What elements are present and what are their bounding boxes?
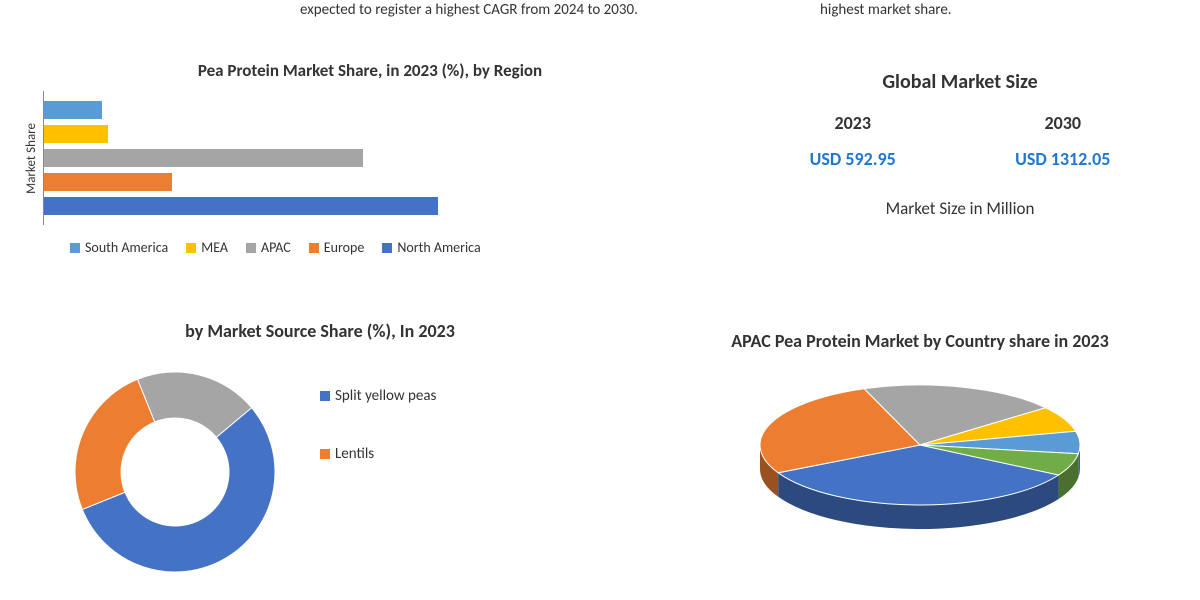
donut-slice [75, 379, 155, 509]
market-size-columns: 2023 USD 592.95 2030 USD 1312.05 [750, 112, 1170, 170]
donut-chart-svg [60, 357, 290, 587]
legend-item: Split yellow peas [320, 387, 436, 405]
bar [44, 197, 438, 215]
legend-swatch [320, 449, 330, 459]
bar-row [44, 171, 720, 193]
legend-item: Europe [309, 239, 365, 256]
legend-label: Europe [324, 239, 365, 256]
region-bar-chart: Pea Protein Market Share, in 2023 (%), b… [20, 60, 720, 256]
legend-label: North America [397, 239, 480, 256]
bar [44, 101, 102, 119]
legend-label: South America [85, 239, 168, 256]
bar-chart-ylabel: Market Share [20, 123, 43, 194]
bar-chart-body: Market Share [20, 91, 720, 225]
legend-item: MEA [186, 239, 228, 256]
market-size-year: 2023 [810, 112, 896, 134]
global-market-size-panel: Global Market Size 2023 USD 592.95 2030 USD… [750, 70, 1170, 219]
bar-row [44, 195, 720, 217]
donut-chart-legend: Split yellow peas Lentils [320, 387, 436, 463]
legend-label: MEA [201, 239, 228, 256]
market-size-value: USD 592.95 [810, 148, 896, 170]
source-donut-chart: by Market Source Share (%), In 2023 Spli… [60, 320, 580, 587]
bar-chart-plot [43, 91, 720, 225]
legend-swatch [309, 243, 319, 253]
market-size-column: 2023 USD 592.95 [810, 112, 896, 170]
top-right-snippet: highest market share. [700, 0, 1200, 60]
legend-swatch [186, 243, 196, 253]
bar-row [44, 147, 720, 169]
market-size-caption: Market Size in Million [750, 198, 1170, 219]
market-size-column: 2030 USD 1312.05 [1015, 112, 1110, 170]
apac-pie3d-chart: APAC Pea Protein Market by Country share… [680, 330, 1160, 550]
legend-item: North America [382, 239, 480, 256]
donut-chart-title: by Market Source Share (%), In 2023 [60, 320, 580, 343]
market-size-title: Global Market Size [750, 70, 1170, 94]
bar [44, 173, 172, 191]
legend-swatch [382, 243, 392, 253]
legend-label: Split yellow peas [335, 387, 436, 405]
legend-swatch [320, 391, 330, 401]
pie3d-chart-title: APAC Pea Protein Market by Country share… [680, 330, 1160, 353]
pie3d-chart-svg [730, 375, 1110, 545]
legend-item: South America [70, 239, 168, 256]
bar-chart-legend: South America MEA APAC Europe North America [70, 239, 720, 256]
legend-item: Lentils [320, 445, 436, 463]
bar-row [44, 123, 720, 145]
top-left-snippet: expected to register a highest CAGR from… [0, 0, 700, 60]
bar-row [44, 99, 720, 121]
legend-swatch [246, 243, 256, 253]
legend-label: APAC [261, 239, 291, 256]
bar [44, 149, 363, 167]
legend-label: Lentils [335, 445, 374, 463]
legend-item: APAC [246, 239, 291, 256]
market-size-value: USD 1312.05 [1015, 148, 1110, 170]
legend-swatch [70, 243, 80, 253]
bar [44, 125, 108, 143]
bar-chart-title: Pea Protein Market Share, in 2023 (%), b… [20, 60, 720, 81]
market-size-year: 2030 [1015, 112, 1110, 134]
top-text-row: expected to register a highest CAGR from… [0, 0, 1200, 60]
